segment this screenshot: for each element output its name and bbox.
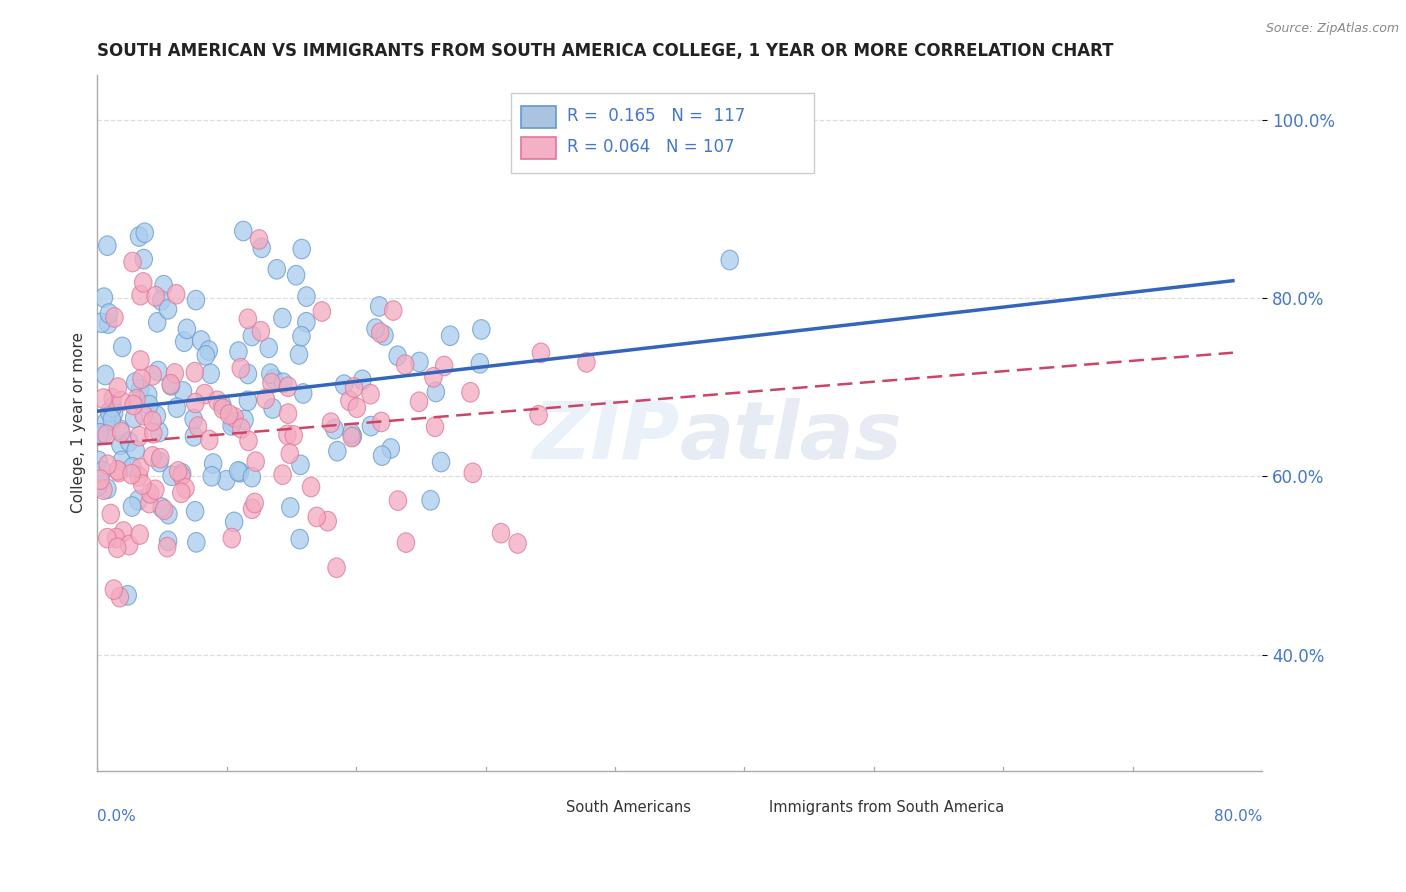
Text: SOUTH AMERICAN VS IMMIGRANTS FROM SOUTH AMERICA COLLEGE, 1 YEAR OR MORE CORRELAT: SOUTH AMERICAN VS IMMIGRANTS FROM SOUTH … (97, 42, 1114, 60)
FancyBboxPatch shape (527, 800, 558, 819)
FancyBboxPatch shape (510, 93, 814, 172)
Text: atlas: atlas (679, 398, 903, 475)
Text: South Americans: South Americans (565, 800, 690, 815)
FancyBboxPatch shape (731, 800, 762, 819)
Text: 80.0%: 80.0% (1213, 809, 1263, 824)
Text: Source: ZipAtlas.com: Source: ZipAtlas.com (1265, 22, 1399, 36)
FancyBboxPatch shape (522, 137, 557, 160)
Text: 0.0%: 0.0% (97, 809, 136, 824)
FancyBboxPatch shape (522, 106, 557, 128)
Y-axis label: College, 1 year or more: College, 1 year or more (72, 333, 86, 514)
Text: R =  0.165   N =  117: R = 0.165 N = 117 (567, 106, 745, 125)
Text: R = 0.064   N = 107: R = 0.064 N = 107 (567, 138, 734, 156)
Text: ZIP: ZIP (533, 398, 679, 475)
Text: Immigrants from South America: Immigrants from South America (769, 800, 1005, 815)
